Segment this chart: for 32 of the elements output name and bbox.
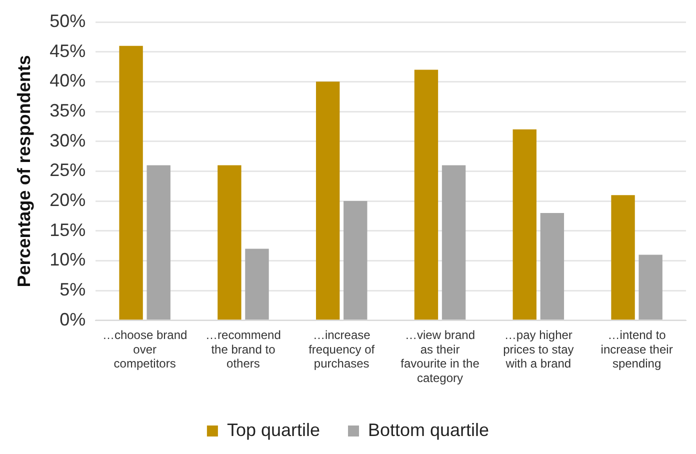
y-tick-label: 20% (50, 190, 86, 210)
bar (316, 82, 340, 320)
bar (638, 254, 662, 320)
bar (540, 212, 564, 320)
x-tick-label: …recommend the brand to others (206, 328, 281, 371)
y-tick-label: 30% (50, 130, 86, 150)
legend-label: Bottom quartile (368, 420, 490, 440)
bar (245, 248, 269, 320)
x-tick-label: …choose brand over competitors (102, 328, 188, 371)
y-tick-label: 10% (50, 250, 86, 270)
y-tick-label: 0% (60, 309, 86, 330)
x-tick-label: …pay higher prices to stay with a brand (503, 328, 574, 371)
bar (119, 46, 143, 320)
y-tick-label: 25% (50, 160, 86, 180)
bar (218, 165, 242, 320)
x-tick-label: …intend to increase their spending (600, 328, 673, 371)
bar (414, 70, 438, 320)
y-axis-title: Percentage of respondents (14, 55, 34, 288)
bar (146, 165, 170, 320)
bar (611, 195, 635, 320)
y-tick-label: 15% (50, 220, 86, 240)
legend-label: Top quartile (226, 420, 320, 440)
bar (442, 165, 466, 320)
y-tick-label: 45% (50, 40, 86, 61)
bar (512, 129, 536, 320)
x-tick-label: …increase frequency of purchases (308, 328, 376, 371)
y-tick-label: 50% (50, 10, 86, 31)
y-tick-label: 5% (60, 280, 86, 300)
x-tick-label: …view brand as their favourite in the category (400, 328, 480, 386)
y-tick-label: 35% (50, 100, 86, 120)
bar (344, 201, 368, 320)
y-tick-label: 40% (50, 70, 86, 91)
